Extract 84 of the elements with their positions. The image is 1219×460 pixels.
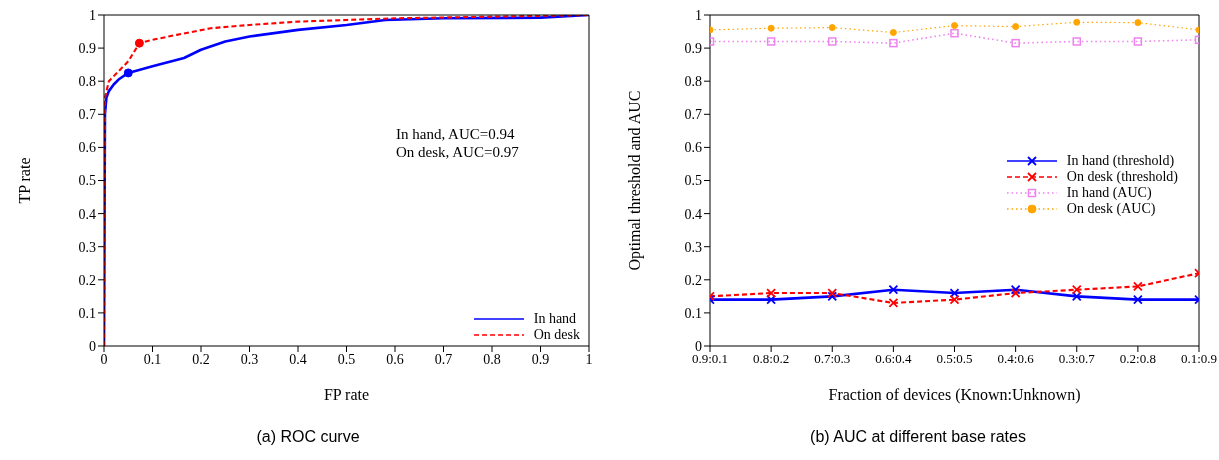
point (1011, 38, 1020, 48)
point (827, 288, 838, 298)
point (1134, 19, 1142, 27)
y-tick-label: 0.9 (78, 41, 96, 57)
x-tick-label: 0.4:0.6 (997, 351, 1035, 367)
point (1073, 18, 1081, 26)
point (1072, 37, 1081, 46)
y-tick-label: 1 (89, 7, 96, 23)
point (949, 294, 960, 305)
x-tick-label: 0.4 (289, 351, 307, 367)
x-axis-title: FP rate (323, 386, 370, 403)
x-axis-title: Fraction of devices (Known:Unknown) (828, 386, 1081, 404)
point (1010, 284, 1021, 295)
point (949, 288, 960, 298)
y-tick-label: 1 (695, 7, 702, 23)
y-tick-label: 0.5 (684, 173, 702, 189)
y-axis-title: Optimal threshold and AUC (625, 90, 644, 271)
y-tick-label: 0.5 (78, 173, 96, 189)
y-tick-label: 0.8 (684, 74, 702, 90)
point (1012, 23, 1020, 31)
x-tick-label: 0.3 (240, 351, 259, 367)
x-tick-label: 0.2:0.8 (1119, 351, 1156, 367)
x-tick-label: 1 (585, 351, 593, 367)
x-tick-label: 0.2 (192, 351, 210, 367)
point (828, 24, 836, 32)
x-tick-label: 0.7:0.3 (814, 351, 851, 367)
y-tick-label: 0 (89, 338, 96, 354)
point (827, 291, 838, 302)
legend-label: In hand (533, 311, 577, 327)
x-tick-label: 0.1:0.9 (1180, 351, 1218, 367)
point (767, 24, 775, 32)
point (766, 294, 777, 305)
y-tick-label: 0.2 (684, 272, 702, 288)
point (888, 284, 899, 295)
y-tick-label: 0.8 (78, 74, 96, 90)
point (828, 37, 837, 46)
y-tick-label: 0.3 (684, 239, 702, 255)
y-tick-label: 0.4 (78, 206, 96, 222)
x-tick-label: 0.3:0.7 (1058, 351, 1096, 367)
y-tick-label: 0.4 (684, 206, 702, 222)
x-tick-label: 0.7 (434, 351, 453, 367)
y-tick-label: 0.9 (684, 41, 702, 57)
y-tick-label: 0 (695, 338, 702, 354)
point (951, 22, 958, 30)
x-tick-label: 0.6:0.4 (875, 351, 912, 367)
legend-label: On desk (533, 327, 580, 343)
point (1071, 291, 1082, 302)
point (766, 37, 776, 46)
y-tick-label: 0.6 (78, 140, 96, 156)
annotation: On desk, AUC=0.97 (396, 144, 519, 161)
point (1010, 288, 1021, 298)
y-tick-label: 0.1 (684, 305, 702, 321)
text: (b) AUC at different base rates (809, 428, 1027, 446)
x-tick-label: 0.8 (483, 351, 501, 367)
point (1132, 294, 1143, 305)
point (1071, 284, 1082, 295)
x-tick-label: 0.6 (386, 351, 404, 367)
x-tick-label: 0.5:0.5 (936, 351, 973, 367)
y-axis-title: TP rate (15, 157, 33, 204)
point (950, 28, 959, 38)
legend-label: In hand (threshold) (1066, 153, 1175, 169)
legend-label: On desk (AUC) (1066, 201, 1156, 217)
annotation: In hand, AUC=0.94 (396, 126, 515, 143)
y-tick-label: 0.7 (78, 107, 96, 123)
legend-label: In hand (AUC) (1066, 185, 1152, 201)
point (1132, 281, 1143, 292)
y-tick-label: 0.2 (78, 272, 96, 288)
point (766, 288, 777, 298)
point (888, 298, 899, 308)
x-tick-label: 0.8:0.2 (753, 351, 790, 367)
point (1133, 37, 1143, 46)
point (889, 38, 898, 48)
y-tick-label: 0.3 (78, 239, 96, 255)
point (889, 29, 897, 37)
y-tick-label: 0.6 (684, 140, 702, 156)
x-tick-label: 0.5 (337, 351, 356, 367)
x-tick-label: 0 (100, 351, 108, 367)
y-tick-label: 0.1 (78, 305, 96, 321)
y-tick-label: 0.7 (684, 107, 702, 123)
x-tick-label: 0.9:0.1 (691, 351, 729, 367)
x-tick-label: 0.9 (531, 351, 550, 367)
legend-label: On desk (threshold) (1066, 169, 1178, 185)
x-tick-label: 0.1 (143, 351, 162, 367)
text: (a) ROC curve (255, 428, 361, 446)
